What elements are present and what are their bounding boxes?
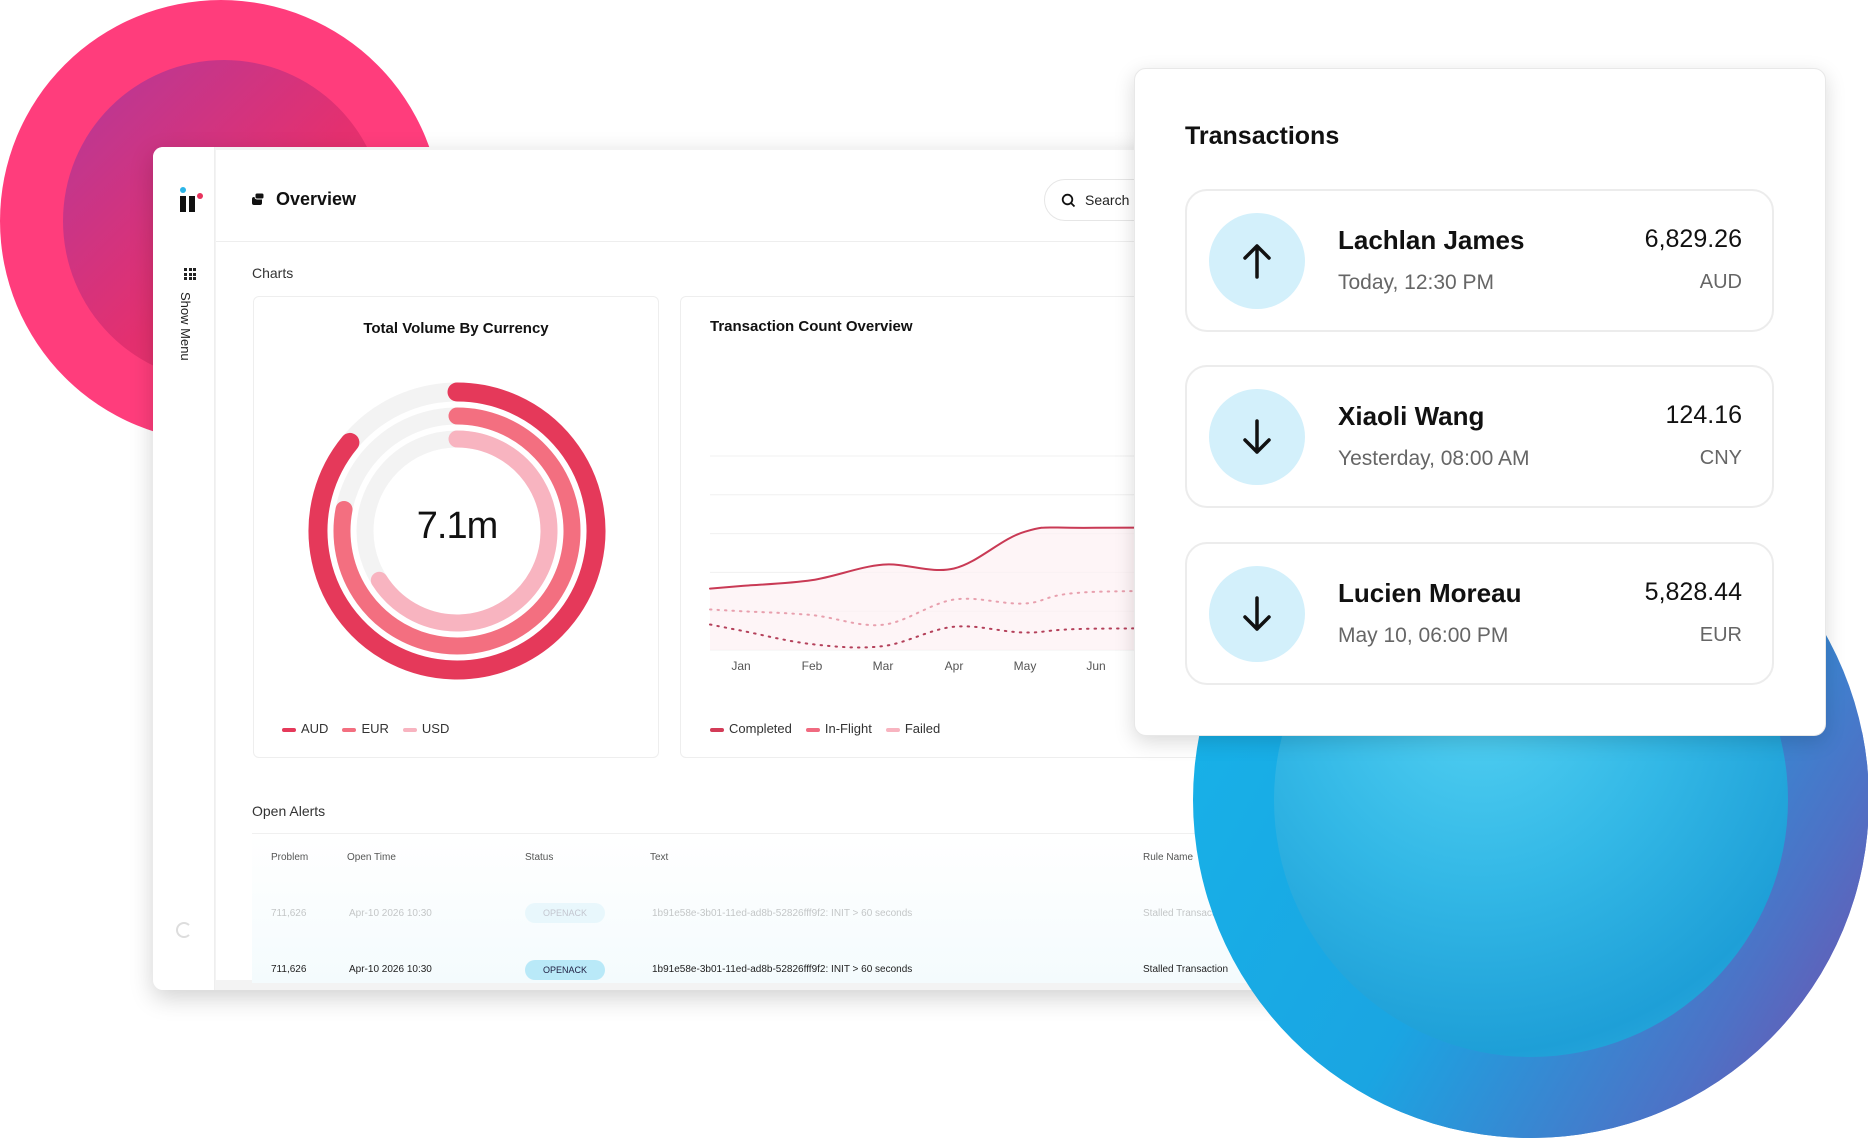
legend-swatch bbox=[403, 728, 417, 732]
search-placeholder: Search bbox=[1085, 192, 1129, 208]
legend-swatch bbox=[806, 728, 820, 732]
legend-swatch bbox=[886, 728, 900, 732]
cell-problem: 711,626 bbox=[271, 908, 306, 919]
column-header-rule-name[interactable]: Rule Name bbox=[1143, 852, 1193, 863]
show-menu-button[interactable]: Show Menu bbox=[178, 292, 193, 361]
legend-label: Failed bbox=[905, 721, 940, 736]
transaction-amount: 6,829.26 bbox=[1645, 225, 1742, 254]
transaction-name: Lucien Moreau bbox=[1338, 578, 1521, 609]
cell-problem: 711,626 bbox=[271, 964, 306, 975]
x-tick-label: Jun bbox=[1086, 659, 1105, 673]
open-alerts-label: Open Alerts bbox=[252, 803, 325, 819]
search-icon bbox=[1061, 193, 1076, 208]
transaction-time: May 10, 06:00 PM bbox=[1338, 624, 1508, 648]
column-header-problem[interactable]: Problem bbox=[271, 852, 308, 863]
transaction-amount: 124.16 bbox=[1666, 401, 1742, 430]
legend-item-aud: AUD bbox=[282, 721, 328, 736]
transaction-amount: 5,828.44 bbox=[1645, 578, 1742, 607]
cell-text: 1b91e58e-3b01-11ed-ad8b-52826fff9f2: INI… bbox=[652, 964, 912, 975]
transaction-currency: EUR bbox=[1700, 624, 1742, 647]
transaction-item[interactable]: Xiaoli Wang Yesterday, 08:00 AM 124.16 C… bbox=[1185, 365, 1774, 508]
legend-label: USD bbox=[422, 721, 449, 736]
transaction-currency: CNY bbox=[1700, 447, 1742, 470]
x-tick-label: Jan bbox=[731, 659, 750, 673]
legend-swatch bbox=[710, 728, 724, 732]
legend-label: In-Flight bbox=[825, 721, 872, 736]
x-tick-label: Apr bbox=[945, 659, 964, 673]
column-header-text[interactable]: Text bbox=[650, 852, 668, 863]
logo-bar bbox=[180, 196, 186, 212]
x-tick-label: May bbox=[1014, 659, 1037, 673]
cell-open-time: Apr-10 2026 10:30 bbox=[349, 964, 432, 975]
status-badge: OPENACK bbox=[525, 903, 605, 923]
legend-swatch bbox=[342, 728, 356, 732]
column-header-status[interactable]: Status bbox=[525, 852, 553, 863]
donut-chart-title: Total Volume By Currency bbox=[253, 320, 659, 337]
legend-label: EUR bbox=[361, 721, 388, 736]
legend-item-eur: EUR bbox=[342, 721, 388, 736]
transaction-name: Xiaoli Wang bbox=[1338, 401, 1484, 432]
loading-spinner-icon bbox=[176, 922, 192, 938]
cell-text: 1b91e58e-3b01-11ed-ad8b-52826fff9f2: INI… bbox=[652, 908, 912, 919]
cell-open-time: Apr-10 2026 10:30 bbox=[349, 908, 432, 919]
overview-icon bbox=[251, 192, 265, 206]
legend-item-failed: Failed bbox=[886, 721, 940, 736]
page-title: Overview bbox=[276, 189, 356, 210]
grid-menu-icon[interactable] bbox=[184, 268, 196, 280]
x-tick-label: Feb bbox=[802, 659, 823, 673]
transaction-item[interactable]: Lucien Moreau May 10, 06:00 PM 5,828.44 … bbox=[1185, 542, 1774, 685]
down-arrow-icon bbox=[1209, 389, 1305, 485]
down-arrow-icon bbox=[1209, 566, 1305, 662]
cell-rule-name: Stalled Transaction bbox=[1143, 964, 1228, 975]
legend-swatch bbox=[282, 728, 296, 732]
logo-bar bbox=[189, 196, 195, 212]
transaction-currency: AUD bbox=[1700, 271, 1742, 294]
legend-label: AUD bbox=[301, 721, 328, 736]
status-badge: OPENACK bbox=[525, 960, 605, 980]
x-tick-label: Mar bbox=[873, 659, 894, 673]
transaction-item[interactable]: Lachlan James Today, 12:30 PM 6,829.26 A… bbox=[1185, 189, 1774, 332]
logo-dot-red bbox=[197, 193, 203, 199]
legend-item-usd: USD bbox=[403, 721, 449, 736]
column-header-open-time[interactable]: Open Time bbox=[347, 852, 396, 863]
transaction-time: Yesterday, 08:00 AM bbox=[1338, 447, 1529, 471]
logo-dot-blue bbox=[180, 187, 186, 193]
legend-item-in-flight: In-Flight bbox=[806, 721, 872, 736]
transaction-name: Lachlan James bbox=[1338, 225, 1524, 256]
line-chart-title: Transaction Count Overview bbox=[710, 318, 913, 335]
up-arrow-icon bbox=[1209, 213, 1305, 309]
donut-legend: AUD EUR USD bbox=[282, 721, 449, 736]
legend-item-completed: Completed bbox=[710, 721, 792, 736]
transaction-time: Today, 12:30 PM bbox=[1338, 271, 1494, 295]
donut-center-label: 7.1m bbox=[297, 505, 617, 548]
charts-section-label: Charts bbox=[252, 265, 293, 281]
line-legend: Completed In-Flight Failed bbox=[710, 721, 940, 736]
legend-label: Completed bbox=[729, 721, 792, 736]
transactions-title: Transactions bbox=[1185, 122, 1339, 151]
